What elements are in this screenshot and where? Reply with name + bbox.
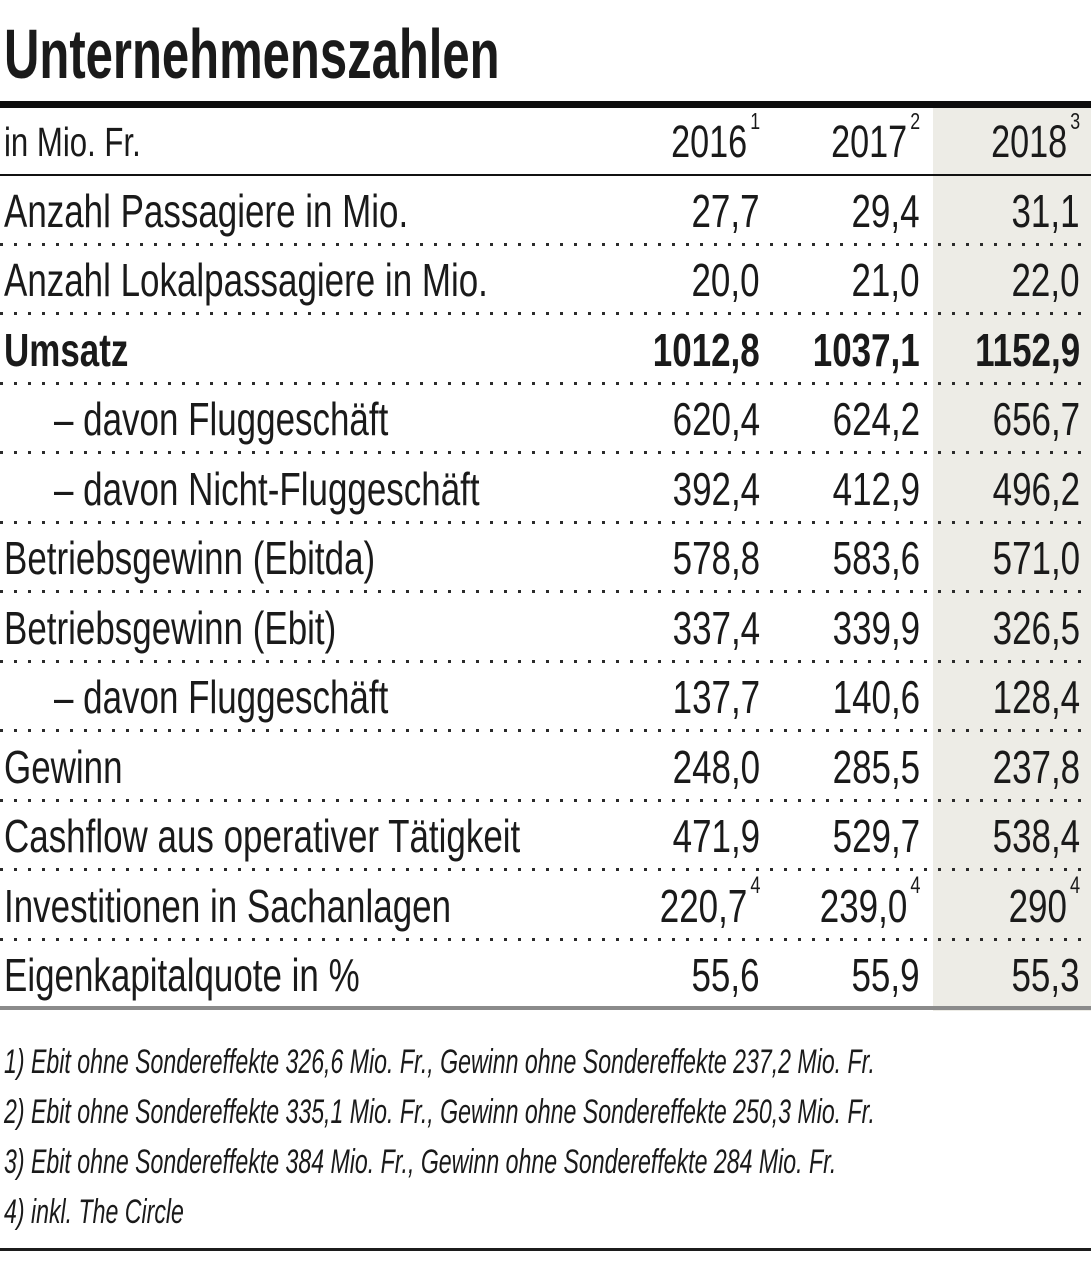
row-label-cell: Anzahl Passagiere in Mio. xyxy=(0,184,615,238)
row-label-cell: Eigenkapitalquote in % xyxy=(0,948,615,1002)
row-label-cell: Gewinn xyxy=(0,740,615,794)
table-row-ebitda: Betriebsgewinn (Ebitda) 578,8 583,6 571,… xyxy=(0,524,1091,594)
row-label: Anzahl Lokalpassagiere in Mio. xyxy=(4,254,488,307)
cell-2016: 137,7 xyxy=(672,671,760,724)
row-label-cell: Investitionen in Sachanlagen xyxy=(0,879,615,933)
table-row-ebit-aviation: – davon Fluggeschäft 137,7 140,6 128,4 xyxy=(0,663,1091,733)
footnote-mark-2: 2 xyxy=(910,107,920,134)
table-row-equity-ratio: Eigenkapitalquote in % 55,6 55,9 55,3 xyxy=(0,941,1091,1011)
footnote-mark-4: 4 xyxy=(1069,871,1080,899)
year-2016: 2016 xyxy=(670,116,748,167)
row-label: Umsatz xyxy=(4,323,129,376)
footnote-mark-1: 1 xyxy=(750,107,760,134)
cell-2018: 1152,9 xyxy=(974,323,1080,376)
row-label: Betriebsgewinn (Ebit) xyxy=(4,601,337,654)
table-row-revenue: Umsatz 1012,8 1037,1 1152,9 xyxy=(0,315,1091,385)
top-rule xyxy=(0,101,1091,108)
table-row-ebit: Betriebsgewinn (Ebit) 337,4 339,9 326,5 xyxy=(0,593,1091,663)
cell-2018: 326,5 xyxy=(992,601,1080,654)
table-row-revenue-aviation: – davon Fluggeschäft 620,4 624,2 656,7 xyxy=(0,385,1091,455)
column-header-2017: 2017 2 xyxy=(775,109,933,168)
table-row-revenue-non-aviation: – davon Nicht-Fluggeschäft 392,4 412,9 4… xyxy=(0,454,1091,524)
cell-2017: 21,0 xyxy=(851,254,920,307)
cell-2017: 412,9 xyxy=(832,462,920,515)
cell-2018: 237,8 xyxy=(992,740,1080,793)
row-label: Eigenkapitalquote in % xyxy=(4,949,360,1002)
cell-2016: 220,7 4 xyxy=(659,871,760,932)
cell-2018: 128,4 xyxy=(992,671,1080,724)
row-label-cell: – davon Fluggeschäft xyxy=(0,670,615,724)
cell-2016: 55,6 xyxy=(691,949,760,1002)
column-header-2016: 2016 1 xyxy=(615,109,775,168)
cell-2017: 624,2 xyxy=(832,393,920,446)
cell-2017: 1037,1 xyxy=(813,323,920,376)
cell-2017: 29,4 xyxy=(851,184,920,237)
cell-2018: 290 4 xyxy=(1008,871,1080,932)
year-2018: 2018 xyxy=(990,116,1068,167)
unit-label-cell: in Mio. Fr. xyxy=(0,119,615,166)
row-label-cell: – davon Nicht-Fluggeschäft xyxy=(0,462,615,516)
footnote-mark-3: 3 xyxy=(1070,107,1080,134)
footnotes: 1) Ebit ohne Sondereffekte 326,6 Mio. Fr… xyxy=(0,1037,1091,1237)
cell-2016: 1012,8 xyxy=(653,323,760,376)
cell-2018: 31,1 xyxy=(1011,184,1080,237)
cell-2018: 571,0 xyxy=(992,532,1080,585)
cell-2016: 578,8 xyxy=(672,532,760,585)
table-row-passengers: Anzahl Passagiere in Mio. 27,7 29,4 31,1 xyxy=(0,176,1091,246)
row-label: Cashflow aus operativer Tätigkeit xyxy=(4,810,521,863)
row-label-cell: Betriebsgewinn (Ebit) xyxy=(0,601,615,655)
cell-2017: 583,6 xyxy=(832,532,920,585)
year-2017: 2017 xyxy=(830,116,908,167)
row-label: Betriebsgewinn (Ebitda) xyxy=(4,532,376,585)
page-title: Unternehmenszahlen xyxy=(0,0,1091,92)
cell-2018: 22,0 xyxy=(1011,254,1080,307)
footnote-1: 1) Ebit ohne Sondereffekte 326,6 Mio. Fr… xyxy=(4,1043,875,1081)
cell-2017: 239,0 4 xyxy=(819,871,920,932)
table-row-profit: Gewinn 248,0 285,5 237,8 xyxy=(0,732,1091,802)
row-label: – davon Fluggeschäft xyxy=(54,393,389,446)
cell-2018: 656,7 xyxy=(992,393,1080,446)
table-row-cashflow: Cashflow aus operativer Tätigkeit 471,9 … xyxy=(0,802,1091,872)
footnote-mark-4: 4 xyxy=(749,871,760,899)
highlight-column-2018 xyxy=(933,108,1091,1011)
column-header-2018: 2018 3 xyxy=(933,109,1091,168)
table-row-capex: Investitionen in Sachanlagen 220,7 4 239,… xyxy=(0,871,1091,941)
cell-2016: 20,0 xyxy=(691,254,760,307)
cell-2017: 339,9 xyxy=(832,601,920,654)
cell-2016: 27,7 xyxy=(691,184,760,237)
table-header-row: in Mio. Fr. 2016 1 2017 2 2018 3 xyxy=(0,108,1091,176)
row-label: Anzahl Passagiere in Mio. xyxy=(4,184,409,237)
cell-2016: 392,4 xyxy=(672,462,760,515)
cell-2016: 471,9 xyxy=(672,810,760,863)
cell-2018: 55,3 xyxy=(1011,949,1080,1002)
cell-2017: 55,9 xyxy=(851,949,920,1002)
row-label-cell: Cashflow aus operativer Tätigkeit xyxy=(0,809,615,863)
figures-table: in Mio. Fr. 2016 1 2017 2 2018 3 Anzahl Pas… xyxy=(0,108,1091,1011)
cell-2016: 248,0 xyxy=(672,740,760,793)
cell-2016: 337,4 xyxy=(672,601,760,654)
bottom-rule xyxy=(0,1248,1091,1251)
row-label-cell: Umsatz xyxy=(0,323,615,377)
footnote-2: 2) Ebit ohne Sondereffekte 335,1 Mio. Fr… xyxy=(4,1093,875,1131)
cell-2018: 496,2 xyxy=(992,462,1080,515)
footnote-3: 3) Ebit ohne Sondereffekte 384 Mio. Fr.,… xyxy=(4,1143,837,1181)
row-label: – davon Nicht-Fluggeschäft xyxy=(54,462,480,515)
page-title-text: Unternehmenszahlen xyxy=(4,15,500,93)
footnote-mark-4: 4 xyxy=(909,871,920,899)
cell-2016: 620,4 xyxy=(672,393,760,446)
row-label: – davon Fluggeschäft xyxy=(54,671,389,724)
cell-2017: 285,5 xyxy=(832,740,920,793)
cell-2017: 529,7 xyxy=(832,810,920,863)
cell-2018: 538,4 xyxy=(992,810,1080,863)
row-label-cell: Anzahl Lokalpassagiere in Mio. xyxy=(0,253,615,307)
footnote-4: 4) inkl. The Circle xyxy=(4,1193,184,1231)
row-label-cell: – davon Fluggeschäft xyxy=(0,392,615,446)
row-label-cell: Betriebsgewinn (Ebitda) xyxy=(0,531,615,585)
unit-label: in Mio. Fr. xyxy=(4,118,141,165)
cell-2017: 140,6 xyxy=(832,671,920,724)
row-label: Investitionen in Sachanlagen xyxy=(4,879,452,932)
table-row-local-passengers: Anzahl Lokalpassagiere in Mio. 20,0 21,0… xyxy=(0,246,1091,316)
row-label: Gewinn xyxy=(4,740,123,793)
